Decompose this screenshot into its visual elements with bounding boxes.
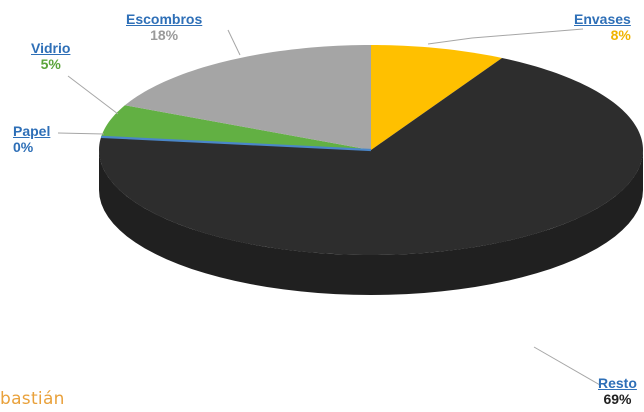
brand-logo: bastián [0, 389, 65, 409]
pie-slice-papel [101, 135, 372, 152]
label-resto: Resto 69% [598, 375, 637, 407]
label-papel: Papel 0% [13, 123, 50, 155]
label-papel-pct: 0% [13, 139, 34, 155]
label-envases: Envases 8% [574, 11, 631, 43]
label-escombros-pct: 18% [150, 27, 179, 43]
label-resto-name: Resto [598, 375, 637, 391]
pie-slice-resto [99, 57, 643, 255]
label-envases-pct: 8% [610, 27, 631, 43]
pie-slice-escombros [124, 45, 371, 150]
leader-line-vidrio [67, 75, 119, 115]
leader-line-escombros [227, 29, 241, 56]
pie-slice-envases [371, 45, 503, 150]
pie-slice-vidrio [101, 105, 371, 150]
label-escombros: Escombros 18% [126, 11, 202, 43]
pie-side-resto [99, 150, 643, 295]
label-resto-pct: 69% [603, 391, 632, 407]
label-envases-name: Envases [574, 11, 631, 27]
leader-line-resto [533, 346, 601, 386]
label-escombros-name: Escombros [126, 11, 203, 27]
label-papel-name: Papel [13, 123, 51, 139]
label-vidrio-name: Vidrio [31, 40, 71, 56]
label-vidrio-pct: 5% [40, 56, 61, 72]
label-vidrio: Vidrio 5% [31, 40, 70, 72]
leader-line-papel [57, 132, 105, 135]
leader-line-envases [427, 28, 584, 45]
